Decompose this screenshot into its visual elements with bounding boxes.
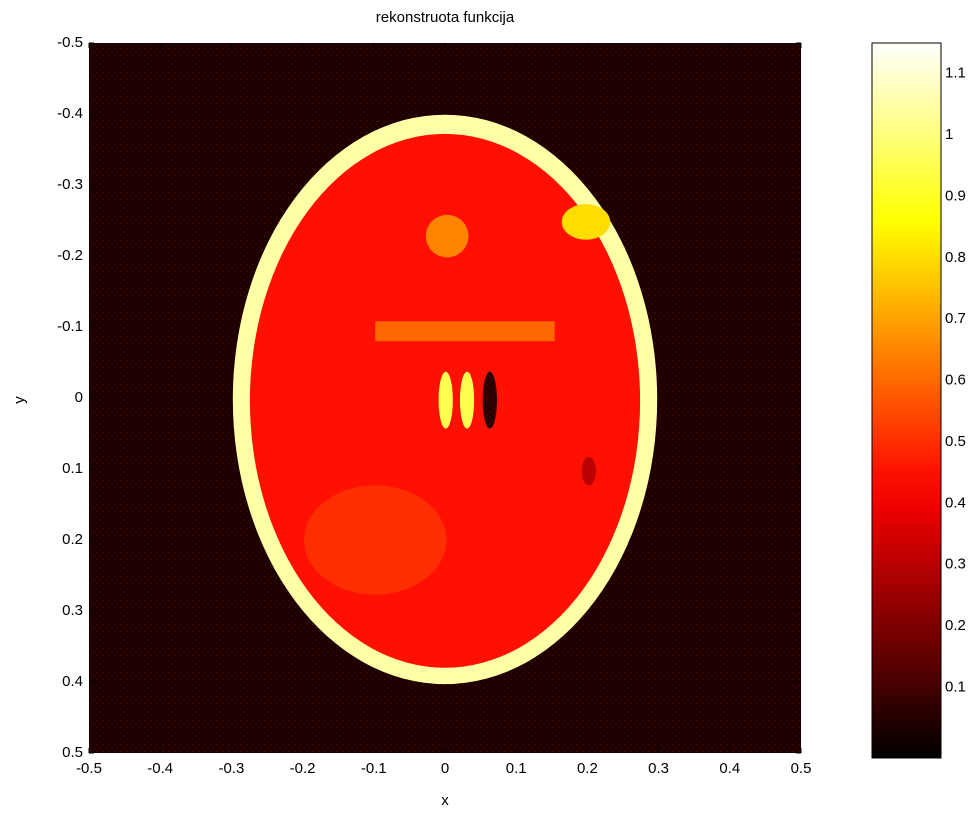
- colorbar: [872, 43, 941, 758]
- chart-title: rekonstruota funkcija: [376, 9, 515, 26]
- x-tick-label: 0.3: [648, 760, 669, 777]
- y-tick-label: -0.4: [57, 105, 83, 122]
- colorbar-tick-label: 1: [945, 126, 953, 143]
- x-tick-label: -0.5: [76, 760, 102, 777]
- page: {"chart_data": { "type": "image", "title…: [0, 0, 980, 814]
- colorbar-tick-label: 0.7: [945, 310, 966, 327]
- y-tick-label: 0.2: [62, 531, 83, 548]
- colorbar-tick-label: 1.1: [945, 65, 966, 82]
- y-tick-label: -0.2: [57, 247, 83, 264]
- y-tick-label: 0: [75, 389, 83, 406]
- colorbar-tick-label: 0.9: [945, 187, 966, 204]
- x-tick-label: 0.4: [719, 760, 740, 777]
- x-tick-label: -0.2: [290, 760, 316, 777]
- x-tick-label: -0.3: [218, 760, 244, 777]
- y-axis-label: y: [11, 396, 28, 404]
- colorbar-tick-label: 0.5: [945, 433, 966, 450]
- y-tick-label: 0.4: [62, 673, 83, 690]
- x-tick-label: 0: [441, 760, 449, 777]
- x-axis-label: x: [441, 792, 449, 809]
- chart: rekonstruota funkcija x y -0.5 -0.4 -0.3 -0…: [0, 0, 980, 814]
- colorbar-tick-label: 0.6: [945, 372, 966, 389]
- colorbar-tick-label: 0.8: [945, 249, 966, 266]
- y-tick-label: 0.3: [62, 602, 83, 619]
- colorbar-tick-label: 0.4: [945, 494, 966, 511]
- x-tick-label: 0.5: [791, 760, 812, 777]
- y-tick-label: -0.5: [57, 34, 83, 51]
- y-tick-label: 0.1: [62, 460, 83, 477]
- colorbar-tick-label: 0.3: [945, 556, 966, 573]
- y-tick-label: 0.5: [62, 744, 83, 761]
- x-tick-label: 0.1: [506, 760, 527, 777]
- x-tick-label: -0.4: [147, 760, 173, 777]
- background-texture: [89, 43, 801, 753]
- y-tick-label: -0.3: [57, 176, 83, 193]
- colorbar-tick-label: 0.2: [945, 617, 966, 634]
- x-tick-label: 0.2: [577, 760, 598, 777]
- colorbar-tick-label: 0.1: [945, 678, 966, 695]
- x-tick-label: -0.1: [361, 760, 387, 777]
- y-tick-label: -0.1: [57, 318, 83, 335]
